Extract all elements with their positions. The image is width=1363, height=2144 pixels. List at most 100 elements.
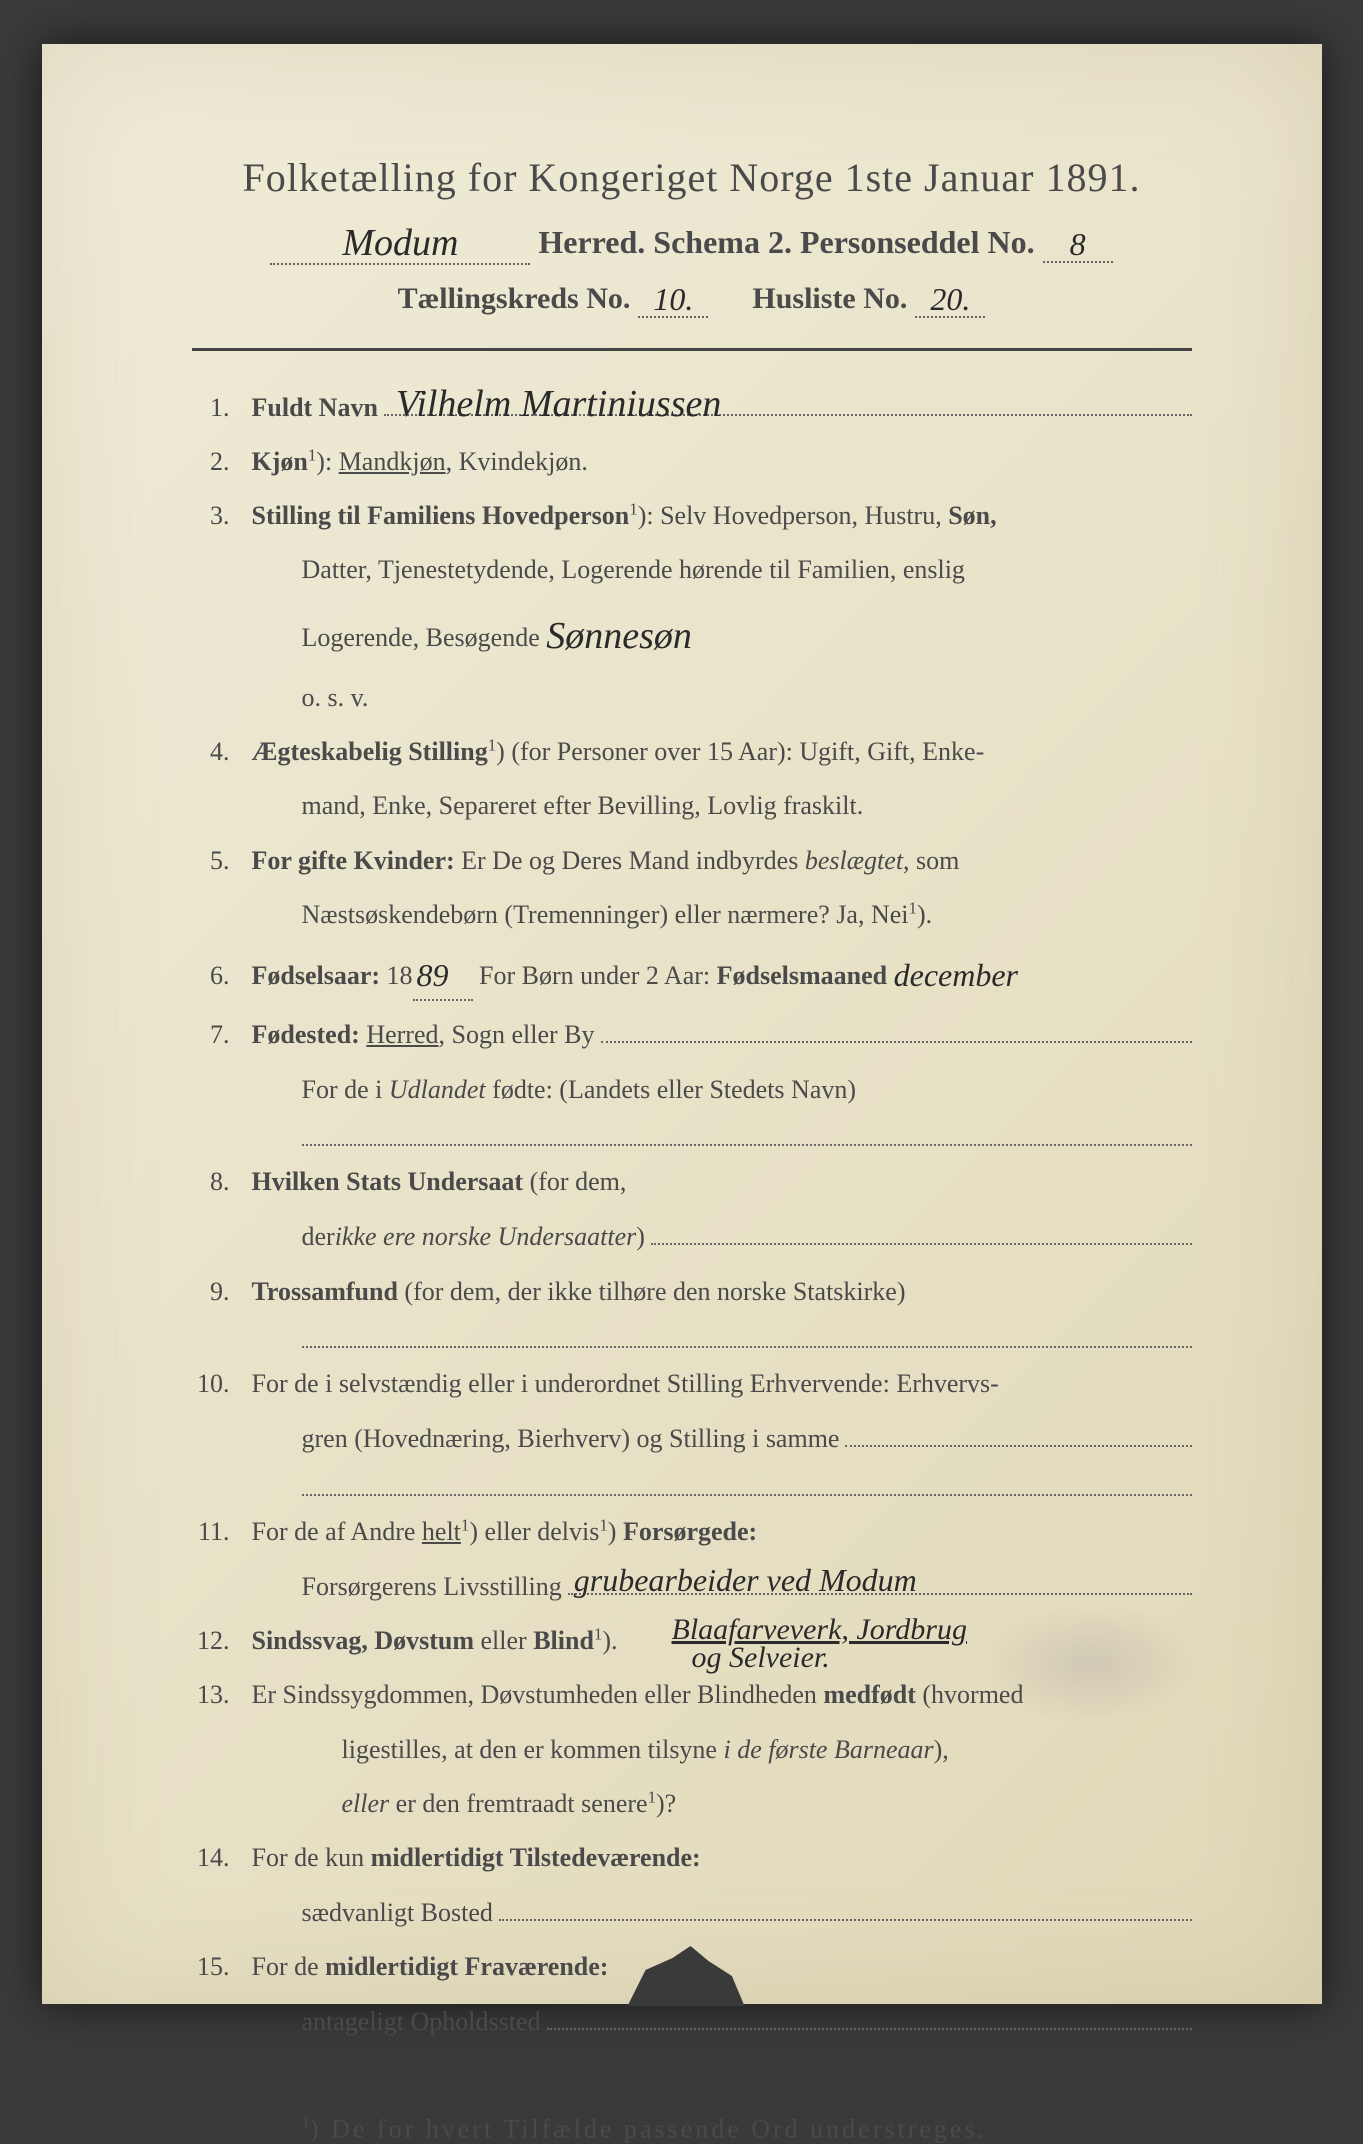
item-6-text2: For Børn under 2 Aar: — [473, 961, 717, 990]
item-2-content: Kjøn1): Mandkjøn, Kvindekjøn. — [252, 442, 1192, 482]
form-header: Folketælling for Kongeriget Norge 1ste J… — [192, 154, 1192, 318]
item-8-content: Hvilken Stats Undersaat (for dem, — [252, 1162, 1192, 1202]
item-11-text2: ) eller delvis — [469, 1517, 599, 1546]
item-6-prefix: 18 — [380, 961, 413, 990]
item-6-label: Fødselsaar: — [252, 961, 381, 990]
year-value: 89 — [417, 957, 449, 993]
item-14-field — [499, 1892, 1192, 1921]
item-15-text1: For de — [252, 1952, 326, 1981]
item-10-num: 10. — [192, 1364, 252, 1404]
item-6-label2: Fødselsmaaned — [717, 961, 887, 990]
item-13-italic1: i de første Barneaar — [723, 1735, 933, 1764]
item-6-content: Fødselsaar: 1889 For Børn under 2 Aar: F… — [252, 949, 1192, 1001]
item-3-label: Stilling til Familiens Hovedperson — [252, 501, 630, 530]
item-12-num: 12. — [192, 1621, 252, 1661]
item-1-content: Fuldt Navn Vilhelm Martiniussen — [252, 387, 1192, 428]
item-7-line2b: fødte: (Landets eller Stedets Navn) — [486, 1075, 856, 1104]
herred-field: Modum — [270, 219, 530, 265]
item-11-bold1: Forsørgede: — [623, 1517, 757, 1546]
item-4-content: Ægteskabelig Stilling1) (for Personer ov… — [252, 732, 1192, 772]
item-10: 10. For de i selvstændig eller i underor… — [192, 1364, 1192, 1404]
item-13-line3c: )? — [656, 1789, 676, 1818]
birthplace-field — [601, 1015, 1192, 1044]
item-13-line2b: ), — [934, 1735, 949, 1764]
item-10-line2-text: gren (Hovednæring, Bierhverv) og Stillin… — [302, 1419, 840, 1459]
item-12-text1: eller — [481, 1626, 534, 1655]
item-11-hw: grubearbeider ved Modum — [574, 1556, 917, 1606]
item-3-hw: Sønnesøn — [546, 615, 692, 657]
item-8-line2: der ikke ere norske Undersaatter) — [302, 1217, 1192, 1258]
item-10-blank — [302, 1473, 1192, 1495]
item-14: 14. For de kun midlertidigt Tilstedevære… — [192, 1838, 1192, 1878]
item-3-line2: Datter, Tjenestetydende, Logerende høren… — [302, 550, 1192, 590]
kreds-field: 10. — [638, 279, 708, 318]
item-5: 5. For gifte Kvinder: Er De og Deres Man… — [192, 841, 1192, 881]
header-divider — [192, 348, 1192, 351]
item-13-num: 13. — [192, 1675, 252, 1715]
item-2-text: ): — [316, 447, 338, 476]
item-1: 1. Fuldt Navn Vilhelm Martiniussen — [192, 387, 1192, 428]
month-value: december — [894, 957, 1018, 993]
herred-label: Herred. — [538, 224, 645, 261]
item-5-content: For gifte Kvinder: Er De og Deres Mand i… — [252, 841, 1192, 881]
form-title: Folketælling for Kongeriget Norge 1ste J… — [192, 154, 1192, 201]
item-3-num: 3. — [192, 496, 252, 536]
husliste-value: 20. — [930, 281, 970, 317]
item-12-hw2: og Selveier. — [692, 1635, 830, 1682]
item-5-sup: 1 — [909, 898, 917, 917]
name-value: Vilhelm Martiniussen — [396, 375, 721, 434]
item-3-rest: ): Selv Hovedperson, Hustru, — [638, 501, 949, 530]
item-10-text1: For de i selvstændig eller i underordnet… — [252, 1369, 999, 1398]
item-5-line2: Næstsøskendebørn (Tremenninger) eller næ… — [302, 895, 1192, 935]
item-11-text3: ) — [608, 1517, 623, 1546]
kreds-value: 10. — [653, 281, 693, 317]
item-4: 4. Ægteskabelig Stilling1) (for Personer… — [192, 732, 1192, 772]
item-10-field — [845, 1419, 1191, 1448]
item-11-text1: For de af Andre — [252, 1517, 422, 1546]
item-3: 3. Stilling til Familiens Hovedperson1):… — [192, 496, 1192, 536]
item-13-bold1: medfødt — [823, 1680, 915, 1709]
item-3-line4: o. s. v. — [302, 678, 1192, 718]
item-7-line2a: For de i — [302, 1075, 389, 1104]
item-7-italic1: Udlandet — [389, 1075, 486, 1104]
item-6-num: 6. — [192, 956, 252, 996]
item-15-line2: antageligt Opholdssted — [302, 2002, 1192, 2043]
husliste-field: 20. — [915, 279, 985, 318]
item-8-bold: Undersaat — [408, 1167, 524, 1196]
item-4-sup: 1 — [488, 735, 496, 754]
item-2-opt2: Kvindekjøn. — [459, 447, 588, 476]
item-13-text2: (hvormed — [916, 1680, 1024, 1709]
item-3-content: Stilling til Familiens Hovedperson1): Se… — [252, 496, 1192, 536]
schema-label: Schema 2. — [653, 224, 792, 261]
item-7: 7. Fødested: Herred, Sogn eller By — [192, 1015, 1192, 1056]
husliste-label: Husliste No. — [752, 282, 907, 316]
item-8-label: Hvilken Stats — [252, 1167, 408, 1196]
year-field: 89 — [413, 949, 473, 1001]
item-13-text1: Er Sindssygdommen, Døvstumheden eller Bl… — [252, 1680, 824, 1709]
item-1-num: 1. — [192, 388, 252, 428]
item-4-line2: mand, Enke, Separeret efter Bevilling, L… — [302, 786, 1192, 826]
item-12-text2: ). — [602, 1626, 617, 1655]
name-field: Vilhelm Martiniussen — [384, 387, 1192, 416]
item-5-italic1: beslægtet — [805, 846, 903, 875]
item-14-text1: For de kun — [252, 1843, 371, 1872]
item-2-opt1: Mandkjøn — [339, 447, 446, 476]
header-line-3: Tællingskreds No. 10. Husliste No. 20. — [192, 279, 1192, 318]
item-14-line2: sædvanligt Bosted — [302, 1892, 1192, 1933]
item-2-label: Kjøn — [252, 447, 308, 476]
item-9-text1: (for dem, der ikke tilhøre den norske St… — [398, 1277, 906, 1306]
footnote-sup: 1 — [302, 2113, 310, 2132]
item-12: 12. Sindssvag, Døvstum eller Blind1). Bl… — [192, 1621, 1192, 1661]
item-11-u1: helt — [422, 1517, 461, 1546]
item-7-blank — [302, 1124, 1192, 1146]
item-11-sup2: 1 — [599, 1515, 607, 1534]
item-4-num: 4. — [192, 732, 252, 772]
item-4-label: Ægteskabelig Stilling — [252, 737, 488, 766]
item-13-sup: 1 — [648, 1787, 656, 1806]
item-13-line2a: ligestilles, at den er kommen tilsyne — [342, 1735, 724, 1764]
item-8-text1: (for dem, — [523, 1167, 626, 1196]
item-7-content: Fødested: Herred, Sogn eller By — [252, 1015, 1192, 1056]
item-8-num: 8. — [192, 1162, 252, 1202]
item-2-num: 2. — [192, 442, 252, 482]
item-9-content: Trossamfund (for dem, der ikke tilhøre d… — [252, 1272, 1192, 1312]
